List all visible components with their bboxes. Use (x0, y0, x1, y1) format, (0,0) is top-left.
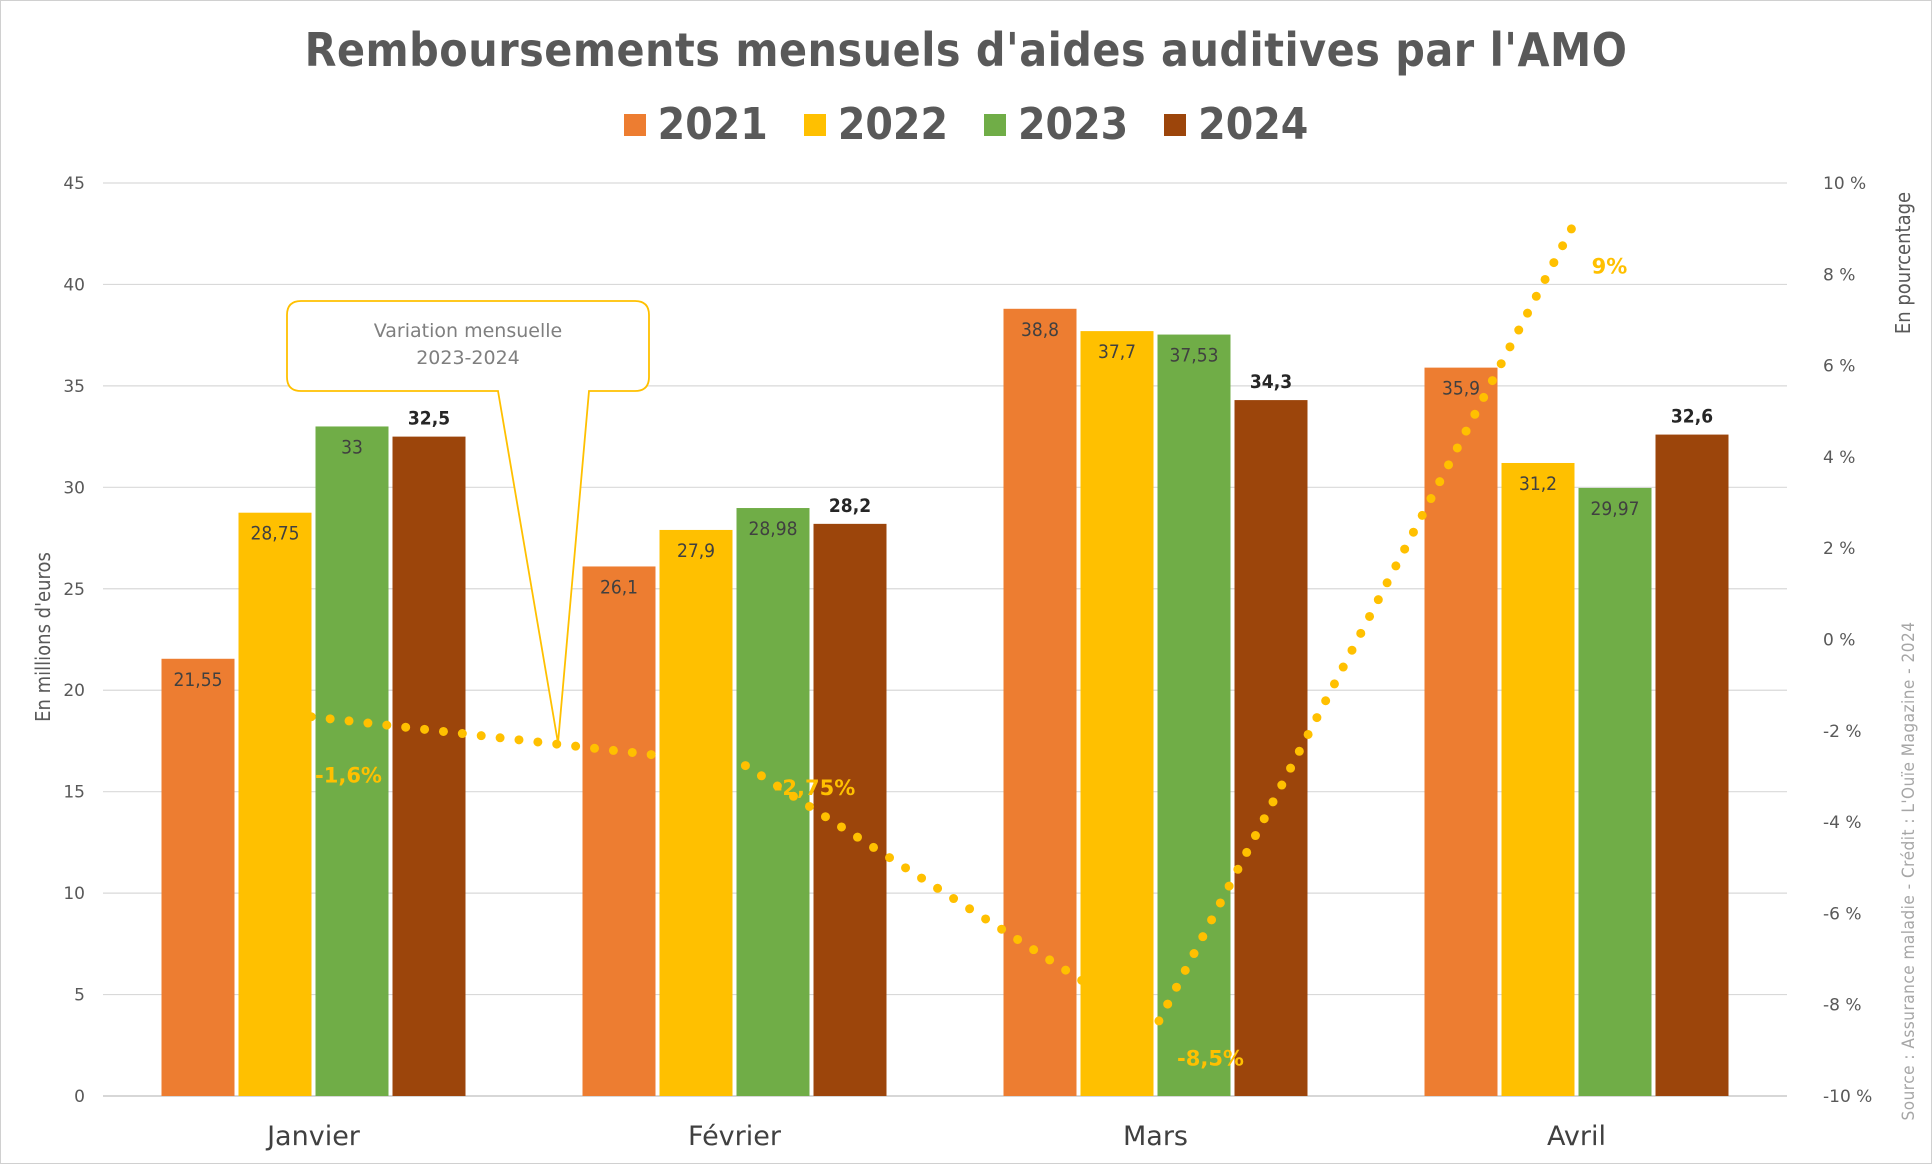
y2-tick-label: 0 % (1823, 631, 1855, 651)
legend: 2021 2022 2023 2024 (1, 99, 1931, 150)
bar-value-label: 32,5 (408, 408, 450, 430)
y-tick-label: 10 (63, 884, 85, 904)
legend-label-2021: 2021 (657, 99, 768, 150)
bar-value-label: 35,9 (1442, 378, 1480, 400)
legend-label-2023: 2023 (1018, 99, 1129, 150)
bar (315, 426, 389, 1096)
x-tick-label: Janvier (265, 1121, 361, 1152)
x-tick-label: Février (688, 1121, 782, 1152)
bar (1003, 308, 1077, 1096)
legend-swatch-2023 (984, 113, 1006, 136)
variation-label: -1,6% (315, 764, 382, 788)
y-tick-label: 40 (63, 275, 85, 295)
bar (582, 566, 656, 1096)
bar (238, 512, 312, 1096)
y2-tick-label: -2 % (1823, 722, 1862, 742)
bar (1157, 334, 1231, 1097)
callout-line-2: 2023-2024 (416, 347, 520, 369)
y-axis-label: En millions d'euros (31, 552, 55, 722)
x-tick-label: Mars (1123, 1121, 1188, 1152)
callout-line-1: Variation mensuelle (374, 320, 562, 342)
y2-axis-label: En pourcentage (1891, 191, 1915, 335)
bar-value-label: 32,6 (1671, 406, 1713, 428)
y-tick-label: 5 (74, 986, 85, 1006)
bar (1578, 487, 1652, 1096)
chart-title: Remboursements mensuels d'aides auditive… (304, 23, 1628, 77)
variation-line (269, 224, 1576, 1034)
variation-label: -8,5% (1177, 1047, 1244, 1071)
y-tick-label: 35 (63, 377, 85, 397)
y-tick-label: 45 (63, 174, 85, 194)
y2-tick-label: 4 % (1823, 448, 1855, 468)
y2-tick-label: -10 % (1823, 1087, 1872, 1107)
bar-value-label: 31,2 (1519, 473, 1557, 495)
y-tick-label: 25 (63, 580, 85, 600)
legend-label-2024: 2024 (1198, 99, 1309, 150)
legend-swatch-2024 (1164, 113, 1187, 136)
bar-value-label: 26,1 (600, 576, 638, 598)
y2-tick-label: 8 % (1823, 265, 1855, 285)
bar (736, 508, 810, 1096)
variation-label: 9% (1592, 255, 1628, 279)
legend-swatch-2021 (623, 113, 646, 136)
bar (1501, 462, 1575, 1096)
callout-box (286, 300, 650, 744)
bar-value-label: 28,98 (749, 518, 798, 540)
bar (392, 436, 466, 1097)
bar (1424, 367, 1498, 1096)
bar-value-label: 34,3 (1250, 371, 1292, 393)
bar (1655, 434, 1729, 1096)
y-tick-label: 0 (74, 1087, 85, 1107)
legend-label-2022: 2022 (837, 99, 948, 150)
bar (1234, 400, 1308, 1096)
bar-value-label: 28,75 (251, 523, 300, 545)
y-tick-label: 15 (63, 783, 85, 803)
bar-value-label: 38,8 (1021, 319, 1059, 341)
bar-value-label: 27,9 (677, 540, 715, 562)
legend-item-2024: 2024 (1164, 99, 1308, 150)
legend-item-2021: 2021 (623, 99, 768, 150)
y-tick-label: 20 (63, 681, 85, 701)
bar-value-label: 28,2 (829, 495, 871, 517)
x-tick-label: Avril (1547, 1121, 1606, 1152)
legend-swatch-2022 (803, 113, 826, 136)
bar (659, 529, 733, 1096)
y-tick-label: 30 (63, 478, 85, 498)
bar-value-label: 29,97 (1591, 498, 1640, 520)
bar-value-label: 37,53 (1170, 345, 1219, 367)
y2-tick-label: -6 % (1823, 904, 1862, 924)
y2-tick-label: -8 % (1823, 996, 1862, 1016)
bar (813, 523, 887, 1096)
legend-item-2022: 2022 (803, 99, 948, 150)
bar-value-label: 21,55 (174, 669, 223, 691)
legend-item-2023: 2023 (984, 99, 1128, 150)
y2-tick-label: 2 % (1823, 539, 1855, 559)
bar (161, 658, 235, 1096)
source-credit: Source : Assurance maladie - Crédit : L'… (1899, 621, 1919, 1121)
bar-value-label: 33 (341, 436, 363, 458)
bar-value-label: 37,7 (1098, 341, 1136, 363)
y2-tick-label: 6 % (1823, 357, 1855, 377)
variation-label: -2,75% (774, 776, 856, 800)
bar (1080, 331, 1154, 1096)
y2-tick-label: -4 % (1823, 813, 1862, 833)
y2-tick-label: 10 % (1823, 174, 1866, 194)
